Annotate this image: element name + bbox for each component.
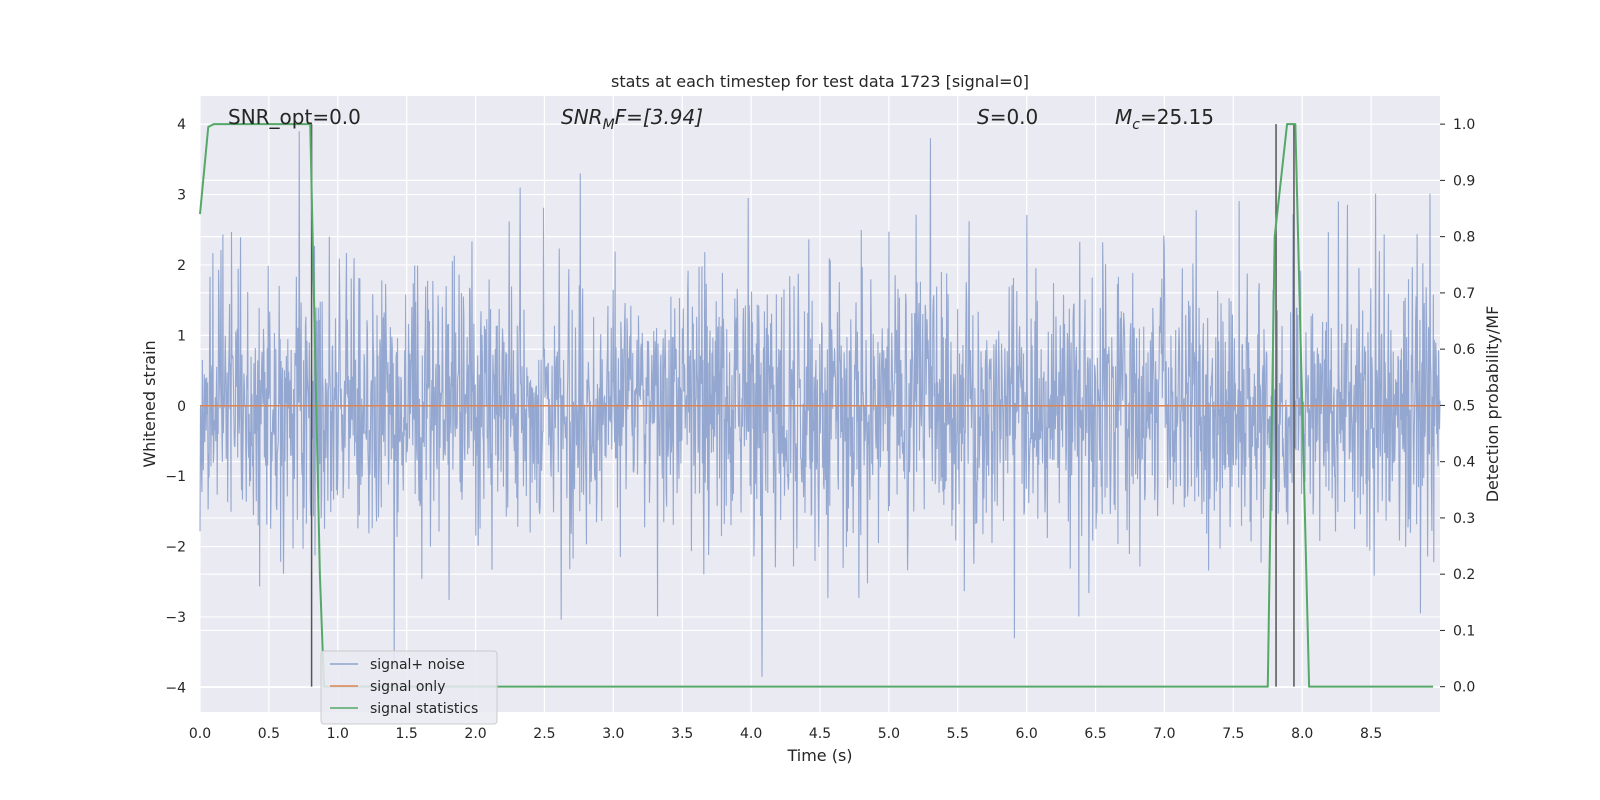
annotation-snr-mf-main: SNR bbox=[561, 105, 603, 129]
annotation-s: S=0.0 bbox=[977, 105, 1038, 129]
y2-tick-label: 0.4 bbox=[1453, 455, 1475, 471]
x-tick-label: 1.0 bbox=[327, 726, 349, 742]
x-axis-label: Time (s) bbox=[786, 746, 852, 765]
annotation-s-rest: =0.0 bbox=[990, 105, 1039, 129]
x-tick-label: 2.0 bbox=[464, 726, 486, 742]
legend: signal+ noise signal only signal statist… bbox=[320, 650, 498, 725]
signal-noise-line bbox=[199, 131, 1441, 677]
annotation-mc-rest: =25.15 bbox=[1140, 105, 1214, 129]
y-tick-label: 1 bbox=[177, 328, 186, 344]
x-tick-label: 5.0 bbox=[878, 726, 900, 742]
legend-label-signal-noise: signal+ noise bbox=[370, 657, 465, 673]
y-ticks: 4 3 2 1 0 −1 −2 −3 −4 bbox=[165, 117, 186, 696]
legend-label-signal-only: signal only bbox=[370, 679, 445, 695]
x-tick-label: 1.5 bbox=[396, 726, 418, 742]
annotation-snr-opt: SNR_opt=0.0 bbox=[228, 105, 361, 129]
y2-tick-label: 0.3 bbox=[1453, 511, 1475, 527]
y2-tick-label: 0.8 bbox=[1453, 230, 1475, 246]
x-tick-label: 6.0 bbox=[1016, 726, 1038, 742]
x-tick-label: 0.5 bbox=[258, 726, 280, 742]
x-tick-label: 2.5 bbox=[533, 726, 555, 742]
y-tick-label: 2 bbox=[177, 258, 186, 274]
x-tick-label: 3.5 bbox=[671, 726, 693, 742]
y2-tick-label: 0.6 bbox=[1453, 342, 1475, 358]
y-tick-label: 3 bbox=[177, 188, 186, 204]
y2-tick-label: 0.7 bbox=[1453, 286, 1475, 302]
x-tick-label: 8.0 bbox=[1291, 726, 1313, 742]
legend-box bbox=[320, 650, 498, 725]
x-tick-label: 3.0 bbox=[602, 726, 624, 742]
x-tick-label: 4.0 bbox=[740, 726, 762, 742]
y2-tick-label: 0.1 bbox=[1453, 623, 1475, 639]
y2-tick-label: 1.0 bbox=[1453, 117, 1475, 133]
y-tick-label: −2 bbox=[165, 540, 186, 556]
chart-title: stats at each timestep for test data 172… bbox=[611, 72, 1029, 91]
y-tick-label: −3 bbox=[165, 610, 186, 626]
annotation-s-italic: S bbox=[977, 105, 990, 129]
x-ticks: 0.0 0.5 1.0 1.5 2.0 2.5 3.0 3.5 4.0 4.5 5.0 5.5 6.0 6… bbox=[189, 726, 1382, 742]
annotation-snr-mf: SNRMF=[3.94] bbox=[561, 105, 703, 133]
x-tick-label: 7.0 bbox=[1153, 726, 1175, 742]
annotation-mc-sub: c bbox=[1132, 117, 1140, 133]
x-tick-label: 6.5 bbox=[1084, 726, 1106, 742]
x-tick-label: 5.5 bbox=[947, 726, 969, 742]
y-tick-label: −1 bbox=[165, 469, 186, 485]
y-tick-label: 4 bbox=[177, 117, 186, 133]
legend-label-signal-statistics: signal statistics bbox=[370, 701, 478, 717]
annotation-mc: Mc=25.15 bbox=[1115, 105, 1214, 133]
y-tick-label: 0 bbox=[177, 399, 186, 415]
annotation-snr-mf-sub: M bbox=[603, 117, 615, 133]
y-tick-label: −4 bbox=[165, 680, 186, 696]
x-tick-label: 4.5 bbox=[809, 726, 831, 742]
annotation-mc-main: M bbox=[1115, 105, 1132, 129]
y-axis-label: Whitened strain bbox=[140, 340, 159, 467]
y2-tick-label: 0.9 bbox=[1453, 173, 1475, 189]
annotation-snr-mf-rest: F=[3.94] bbox=[615, 105, 703, 129]
y2-ticks: 1.0 0.9 0.8 0.7 0.6 0.5 0.4 0.3 0.2 0.1 0.0 bbox=[1440, 117, 1475, 696]
y2-axis-label: Detection probability/MF bbox=[1483, 306, 1502, 503]
x-tick-label: 0.0 bbox=[189, 726, 211, 742]
y2-tick-label: 0.2 bbox=[1453, 567, 1475, 583]
x-tick-label: 7.5 bbox=[1222, 726, 1244, 742]
y2-tick-label: 0.0 bbox=[1453, 680, 1475, 696]
series-signal-noise bbox=[199, 131, 1441, 677]
y2-tick-label: 0.5 bbox=[1453, 398, 1475, 414]
x-tick-label: 8.5 bbox=[1360, 726, 1382, 742]
